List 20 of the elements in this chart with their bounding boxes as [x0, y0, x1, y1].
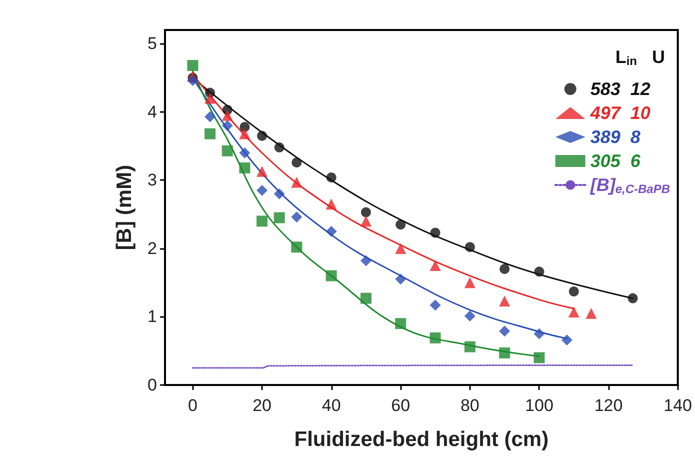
legend-label: 497 10 [589, 103, 650, 123]
x-tick-label: 40 [322, 396, 341, 415]
y-tick-label: 0 [148, 376, 157, 394]
x-tick-label: 60 [391, 396, 410, 415]
x-tick-label: 140 [664, 396, 692, 415]
x-tick-label: 100 [525, 396, 554, 415]
y-tick-label: 1 [148, 307, 157, 326]
x-axis-title: Fluidized-bed height (cm) [294, 428, 549, 451]
y-tick-label: 5 [148, 34, 157, 54]
legend-label: 583 12 [590, 79, 650, 99]
y-tick-label: 4 [148, 102, 157, 122]
y-tick-label: 3 [148, 170, 157, 190]
x-tick-label: 120 [594, 396, 623, 415]
y-axis-title: [B] (mM) [113, 164, 136, 250]
x-tick-label: 80 [460, 396, 480, 415]
legend-label: 389 8 [590, 127, 640, 147]
legend-label: 305 6 [590, 151, 642, 171]
x-tick-label: 0 [188, 396, 198, 415]
x-tick-label: 20 [252, 396, 272, 415]
y-tick-label: 2 [148, 238, 157, 258]
